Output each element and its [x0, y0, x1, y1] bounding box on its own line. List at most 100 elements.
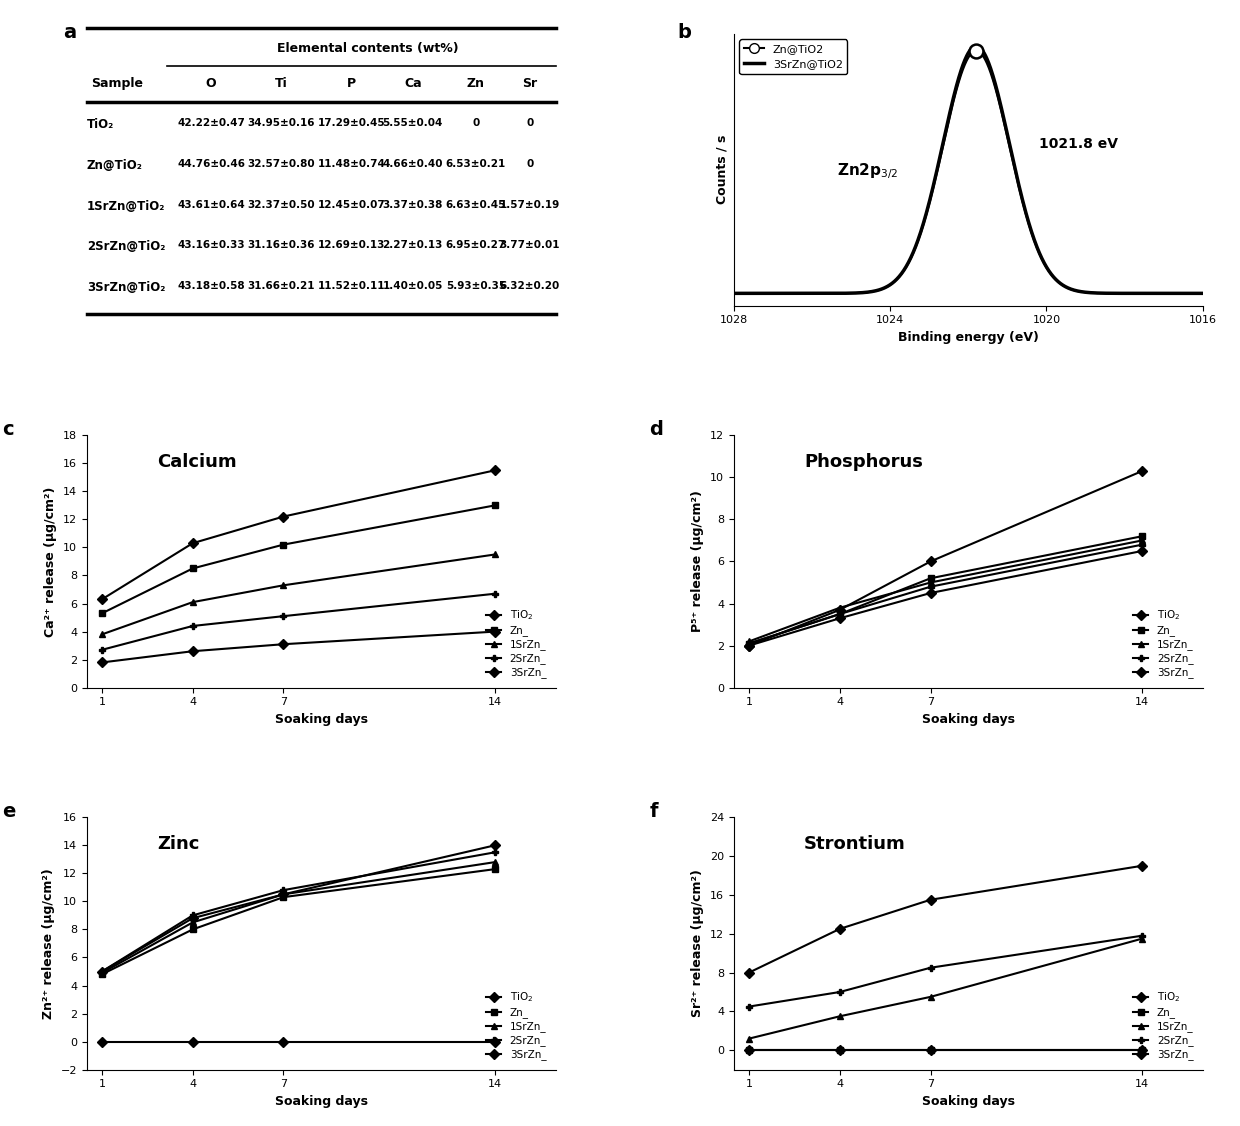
- 3SrZn_: [923, 893, 937, 906]
- 2SrZn_: [832, 985, 847, 999]
- Line: 2SrZn_: 2SrZn_: [745, 932, 1146, 1010]
- TiO₂: [1135, 464, 1149, 477]
- Zn_: [487, 499, 502, 512]
- Text: 6.32±0.20: 6.32±0.20: [500, 282, 560, 292]
- Zn_: [923, 572, 937, 586]
- Legend: TiO$_2$, Zn_, 1SrZn_, 2SrZn_, 3SrZn_: TiO$_2$, Zn_, 1SrZn_, 2SrZn_, 3SrZn_: [1128, 986, 1198, 1064]
- Text: Sample: Sample: [92, 78, 144, 90]
- Y-axis label: Counts / s: Counts / s: [715, 135, 728, 205]
- Legend: TiO$_2$, Zn_, 1SrZn_, 2SrZn_, 3SrZn_: TiO$_2$, Zn_, 1SrZn_, 2SrZn_, 3SrZn_: [1128, 605, 1198, 682]
- 1SrZn_: [832, 601, 847, 615]
- 2SrZn_: [923, 580, 937, 593]
- 1SrZn_: [185, 596, 200, 609]
- Text: Ti: Ti: [275, 78, 288, 90]
- 2SrZn_: [487, 846, 502, 859]
- Text: 12.69±0.13: 12.69±0.13: [317, 241, 386, 250]
- 2SrZn_: [1135, 929, 1149, 942]
- Text: Zn: Zn: [467, 78, 485, 90]
- X-axis label: Soaking days: Soaking days: [921, 1094, 1014, 1108]
- Text: 1.57±0.19: 1.57±0.19: [500, 199, 560, 209]
- 1SrZn_: [1135, 534, 1149, 547]
- Zn_: [277, 538, 291, 552]
- TiO₂: [832, 1044, 847, 1057]
- Text: Phosphorus: Phosphorus: [805, 453, 923, 471]
- 1SrZn_: [1135, 932, 1149, 946]
- Zn_: [832, 607, 847, 620]
- X-axis label: Soaking days: Soaking days: [275, 713, 368, 726]
- Text: d: d: [650, 420, 663, 439]
- Text: 1SrZn@TiO₂: 1SrZn@TiO₂: [87, 199, 165, 213]
- 3SrZn_: [923, 587, 937, 600]
- Line: 3SrZn_: 3SrZn_: [745, 863, 1146, 976]
- TiO₂: [94, 1035, 109, 1048]
- TiO₂: [1135, 1044, 1149, 1057]
- Text: 1021.8 eV: 1021.8 eV: [1039, 137, 1117, 151]
- 2SrZn_: [742, 1000, 756, 1013]
- Zn_: [94, 607, 109, 620]
- 3SrZn_: [742, 638, 756, 652]
- Text: 0: 0: [526, 118, 533, 128]
- Text: 11.48±0.74: 11.48±0.74: [317, 159, 386, 169]
- Zn_: [742, 1044, 756, 1057]
- TiO₂: [487, 464, 502, 477]
- 1SrZn_: [923, 990, 937, 1003]
- TiO₂: [277, 1035, 291, 1048]
- TiO₂: [185, 1035, 200, 1048]
- X-axis label: Binding energy (eV): Binding energy (eV): [898, 331, 1039, 343]
- Text: 2SrZn@TiO₂: 2SrZn@TiO₂: [87, 241, 165, 253]
- 2SrZn_: [923, 960, 937, 974]
- Zn_: [94, 967, 109, 981]
- Line: 1SrZn_: 1SrZn_: [98, 859, 498, 976]
- Text: 2.27±0.13: 2.27±0.13: [382, 241, 443, 250]
- Line: 3SrZn_: 3SrZn_: [745, 547, 1146, 649]
- Text: Zinc: Zinc: [157, 834, 200, 852]
- Text: 31.16±0.36: 31.16±0.36: [248, 241, 315, 250]
- Text: 5.55±0.04: 5.55±0.04: [382, 118, 443, 128]
- Line: 1SrZn_: 1SrZn_: [745, 935, 1146, 1042]
- Text: 11.52±0.11: 11.52±0.11: [317, 282, 386, 292]
- Text: Strontium: Strontium: [805, 834, 906, 852]
- 3SrZn_: [277, 637, 291, 651]
- Text: 32.37±0.50: 32.37±0.50: [248, 199, 315, 209]
- 2SrZn_: [832, 607, 847, 620]
- Text: 32.57±0.80: 32.57±0.80: [248, 159, 315, 169]
- Line: TiO₂: TiO₂: [745, 1047, 1146, 1054]
- Text: 12.45±0.07: 12.45±0.07: [317, 199, 386, 209]
- Text: 0: 0: [526, 159, 533, 169]
- Text: 0: 0: [472, 118, 480, 128]
- Line: Zn_: Zn_: [98, 502, 498, 617]
- TiO₂: [832, 604, 847, 617]
- TiO₂: [742, 1044, 756, 1057]
- Text: f: f: [650, 802, 658, 821]
- 3SrZn_: [487, 839, 502, 852]
- Text: e: e: [2, 802, 16, 821]
- 3SrZn_: [277, 887, 291, 901]
- Line: 3SrZn_: 3SrZn_: [98, 628, 498, 665]
- Text: Calcium: Calcium: [157, 453, 237, 471]
- 3SrZn_: [832, 922, 847, 936]
- Zn_: [742, 637, 756, 651]
- 1SrZn_: [487, 547, 502, 561]
- Zn_: [1135, 529, 1149, 543]
- 3SrZn_: [185, 911, 200, 924]
- Line: TiO₂: TiO₂: [98, 1038, 498, 1045]
- 2SrZn_: [277, 609, 291, 623]
- TiO₂: [923, 555, 937, 569]
- 2SrZn_: [277, 884, 291, 897]
- 3SrZn_: [742, 966, 756, 980]
- Line: 2SrZn_: 2SrZn_: [98, 849, 498, 975]
- Line: Zn_: Zn_: [745, 1047, 1146, 1054]
- Text: 6.63±0.45: 6.63±0.45: [446, 199, 506, 209]
- Line: 1SrZn_: 1SrZn_: [98, 551, 498, 637]
- 3SrZn_: [487, 625, 502, 638]
- 3SrZn_: [1135, 544, 1149, 557]
- Text: 43.61±0.64: 43.61±0.64: [177, 199, 246, 209]
- 2SrZn_: [185, 909, 200, 922]
- Text: 31.66±0.21: 31.66±0.21: [248, 282, 315, 292]
- Zn_: [185, 922, 200, 936]
- Zn_: [832, 1044, 847, 1057]
- Text: c: c: [2, 420, 14, 439]
- TiO₂: [742, 638, 756, 652]
- 3SrZn_: [1135, 859, 1149, 873]
- X-axis label: Soaking days: Soaking days: [921, 713, 1014, 726]
